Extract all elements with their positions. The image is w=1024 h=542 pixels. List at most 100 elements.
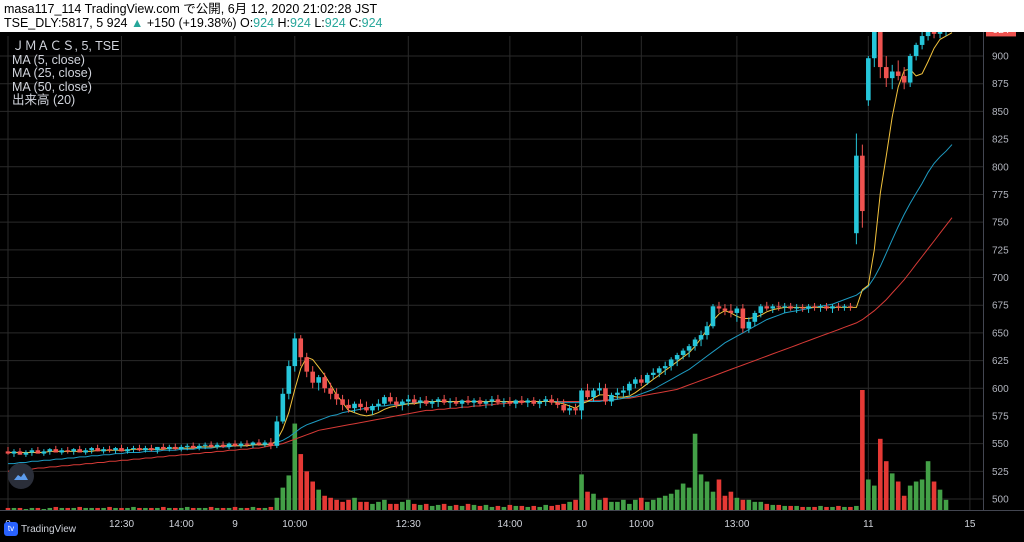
candle-body <box>208 444 214 447</box>
candle-body <box>842 306 847 308</box>
candle-body <box>549 399 554 403</box>
volume-bar <box>214 507 220 510</box>
candle-body <box>394 401 399 405</box>
volume-bar <box>286 475 292 510</box>
candle-body <box>238 443 244 446</box>
volume-bar <box>889 473 895 510</box>
volume-bar <box>698 474 704 510</box>
ma50-line <box>7 217 953 472</box>
candle-body <box>597 388 602 391</box>
volume-bar <box>232 506 238 510</box>
candle-body <box>459 400 465 404</box>
candle-body <box>178 446 184 450</box>
candle-body <box>244 443 250 445</box>
legend-title[interactable]: ＪＭＡＣＳ, 5, TSE <box>12 39 120 53</box>
volume-bar <box>913 481 919 510</box>
candle-body <box>137 448 142 451</box>
candle-body <box>101 449 106 452</box>
volume-bar <box>131 506 136 510</box>
volume-bar <box>794 505 799 510</box>
candle-body <box>190 445 196 449</box>
volume-bar <box>388 503 393 510</box>
volume-bar <box>901 495 907 510</box>
volume-bar <box>465 503 471 510</box>
candle-body <box>866 58 871 101</box>
candle-body <box>872 32 877 59</box>
volume-bar <box>77 506 82 510</box>
volume-bar <box>501 506 507 510</box>
high-label: H: <box>277 16 291 30</box>
volume-bar <box>184 506 190 510</box>
candle-body <box>47 449 53 452</box>
volume-bar <box>579 474 584 510</box>
volume-bar <box>734 497 740 510</box>
candle-body <box>495 399 501 403</box>
volume-bar <box>812 506 817 510</box>
candle-body <box>382 397 387 404</box>
candle-body <box>220 444 226 447</box>
candle-body <box>668 359 674 367</box>
volume-bar <box>495 505 501 510</box>
y-tick-label: 825 <box>992 135 1009 146</box>
volume-bar <box>650 499 656 510</box>
candle-body <box>609 394 614 402</box>
candle-body <box>346 404 351 409</box>
volume-bar <box>155 507 160 510</box>
candle-body <box>358 403 363 408</box>
candle-body <box>477 400 483 404</box>
candle-body <box>931 32 937 34</box>
volume-bar <box>543 504 549 510</box>
volume-bar <box>226 507 232 510</box>
candle-body <box>674 355 680 360</box>
candle-body <box>638 379 644 383</box>
candle-body <box>292 338 298 367</box>
candle-body <box>286 366 292 394</box>
price-chart[interactable]: 500 525 550 575 600 625 650 675 700 725 750 775 800 8… <box>0 32 1024 542</box>
candle-body <box>113 448 118 451</box>
candle-body <box>824 306 829 309</box>
publish-header: masa117_114 TradingView.com で公開, 6月 12, … <box>0 0 1024 32</box>
candle-body <box>95 448 100 452</box>
legend-volume[interactable]: 出来高 (20) <box>12 93 76 107</box>
volume-bar <box>107 506 112 510</box>
volume-bar <box>477 505 483 510</box>
legend-ma25[interactable]: MA (25, close) <box>12 66 92 80</box>
close-label: C: <box>349 16 362 30</box>
volume-bar <box>842 506 847 510</box>
legend-ma50[interactable]: MA (50, close) <box>12 79 92 94</box>
price-change: +150 (+19.38%) <box>146 16 237 30</box>
volume-bar <box>370 503 375 510</box>
candle-body <box>77 449 82 453</box>
x-tick-label: 10:00 <box>629 519 654 530</box>
candle-body <box>376 403 381 406</box>
legend-ma5[interactable]: MA (5, close) <box>12 52 85 67</box>
volume-bar <box>770 504 776 510</box>
volume-bar <box>591 493 596 510</box>
candle-body <box>453 401 459 404</box>
candle-body <box>603 388 608 402</box>
candle-body <box>11 451 17 454</box>
candle-body <box>489 399 495 402</box>
volume-bar <box>662 495 668 510</box>
candle-body <box>650 372 656 375</box>
candle-body <box>913 44 919 56</box>
candle-body <box>698 335 704 340</box>
candle-body <box>919 36 925 45</box>
candle-body <box>274 421 280 446</box>
volume-bar <box>119 507 124 510</box>
y-tick-label: 875 <box>992 79 1009 90</box>
candle-body <box>889 71 895 79</box>
symbol-label: TSE_DLY:5817, 5 <box>4 16 104 30</box>
candle-body <box>734 308 740 313</box>
candle-body <box>848 306 853 308</box>
candle-body <box>776 306 782 308</box>
candle-body <box>143 448 148 451</box>
volume-bar <box>394 503 399 510</box>
tradingview-logo[interactable]: tv TradingView <box>4 521 76 537</box>
volume-bar <box>836 505 841 510</box>
volume-bar <box>238 507 244 510</box>
volume-bar <box>603 497 608 510</box>
volume-bar <box>35 507 41 510</box>
volume-bar <box>471 504 477 510</box>
